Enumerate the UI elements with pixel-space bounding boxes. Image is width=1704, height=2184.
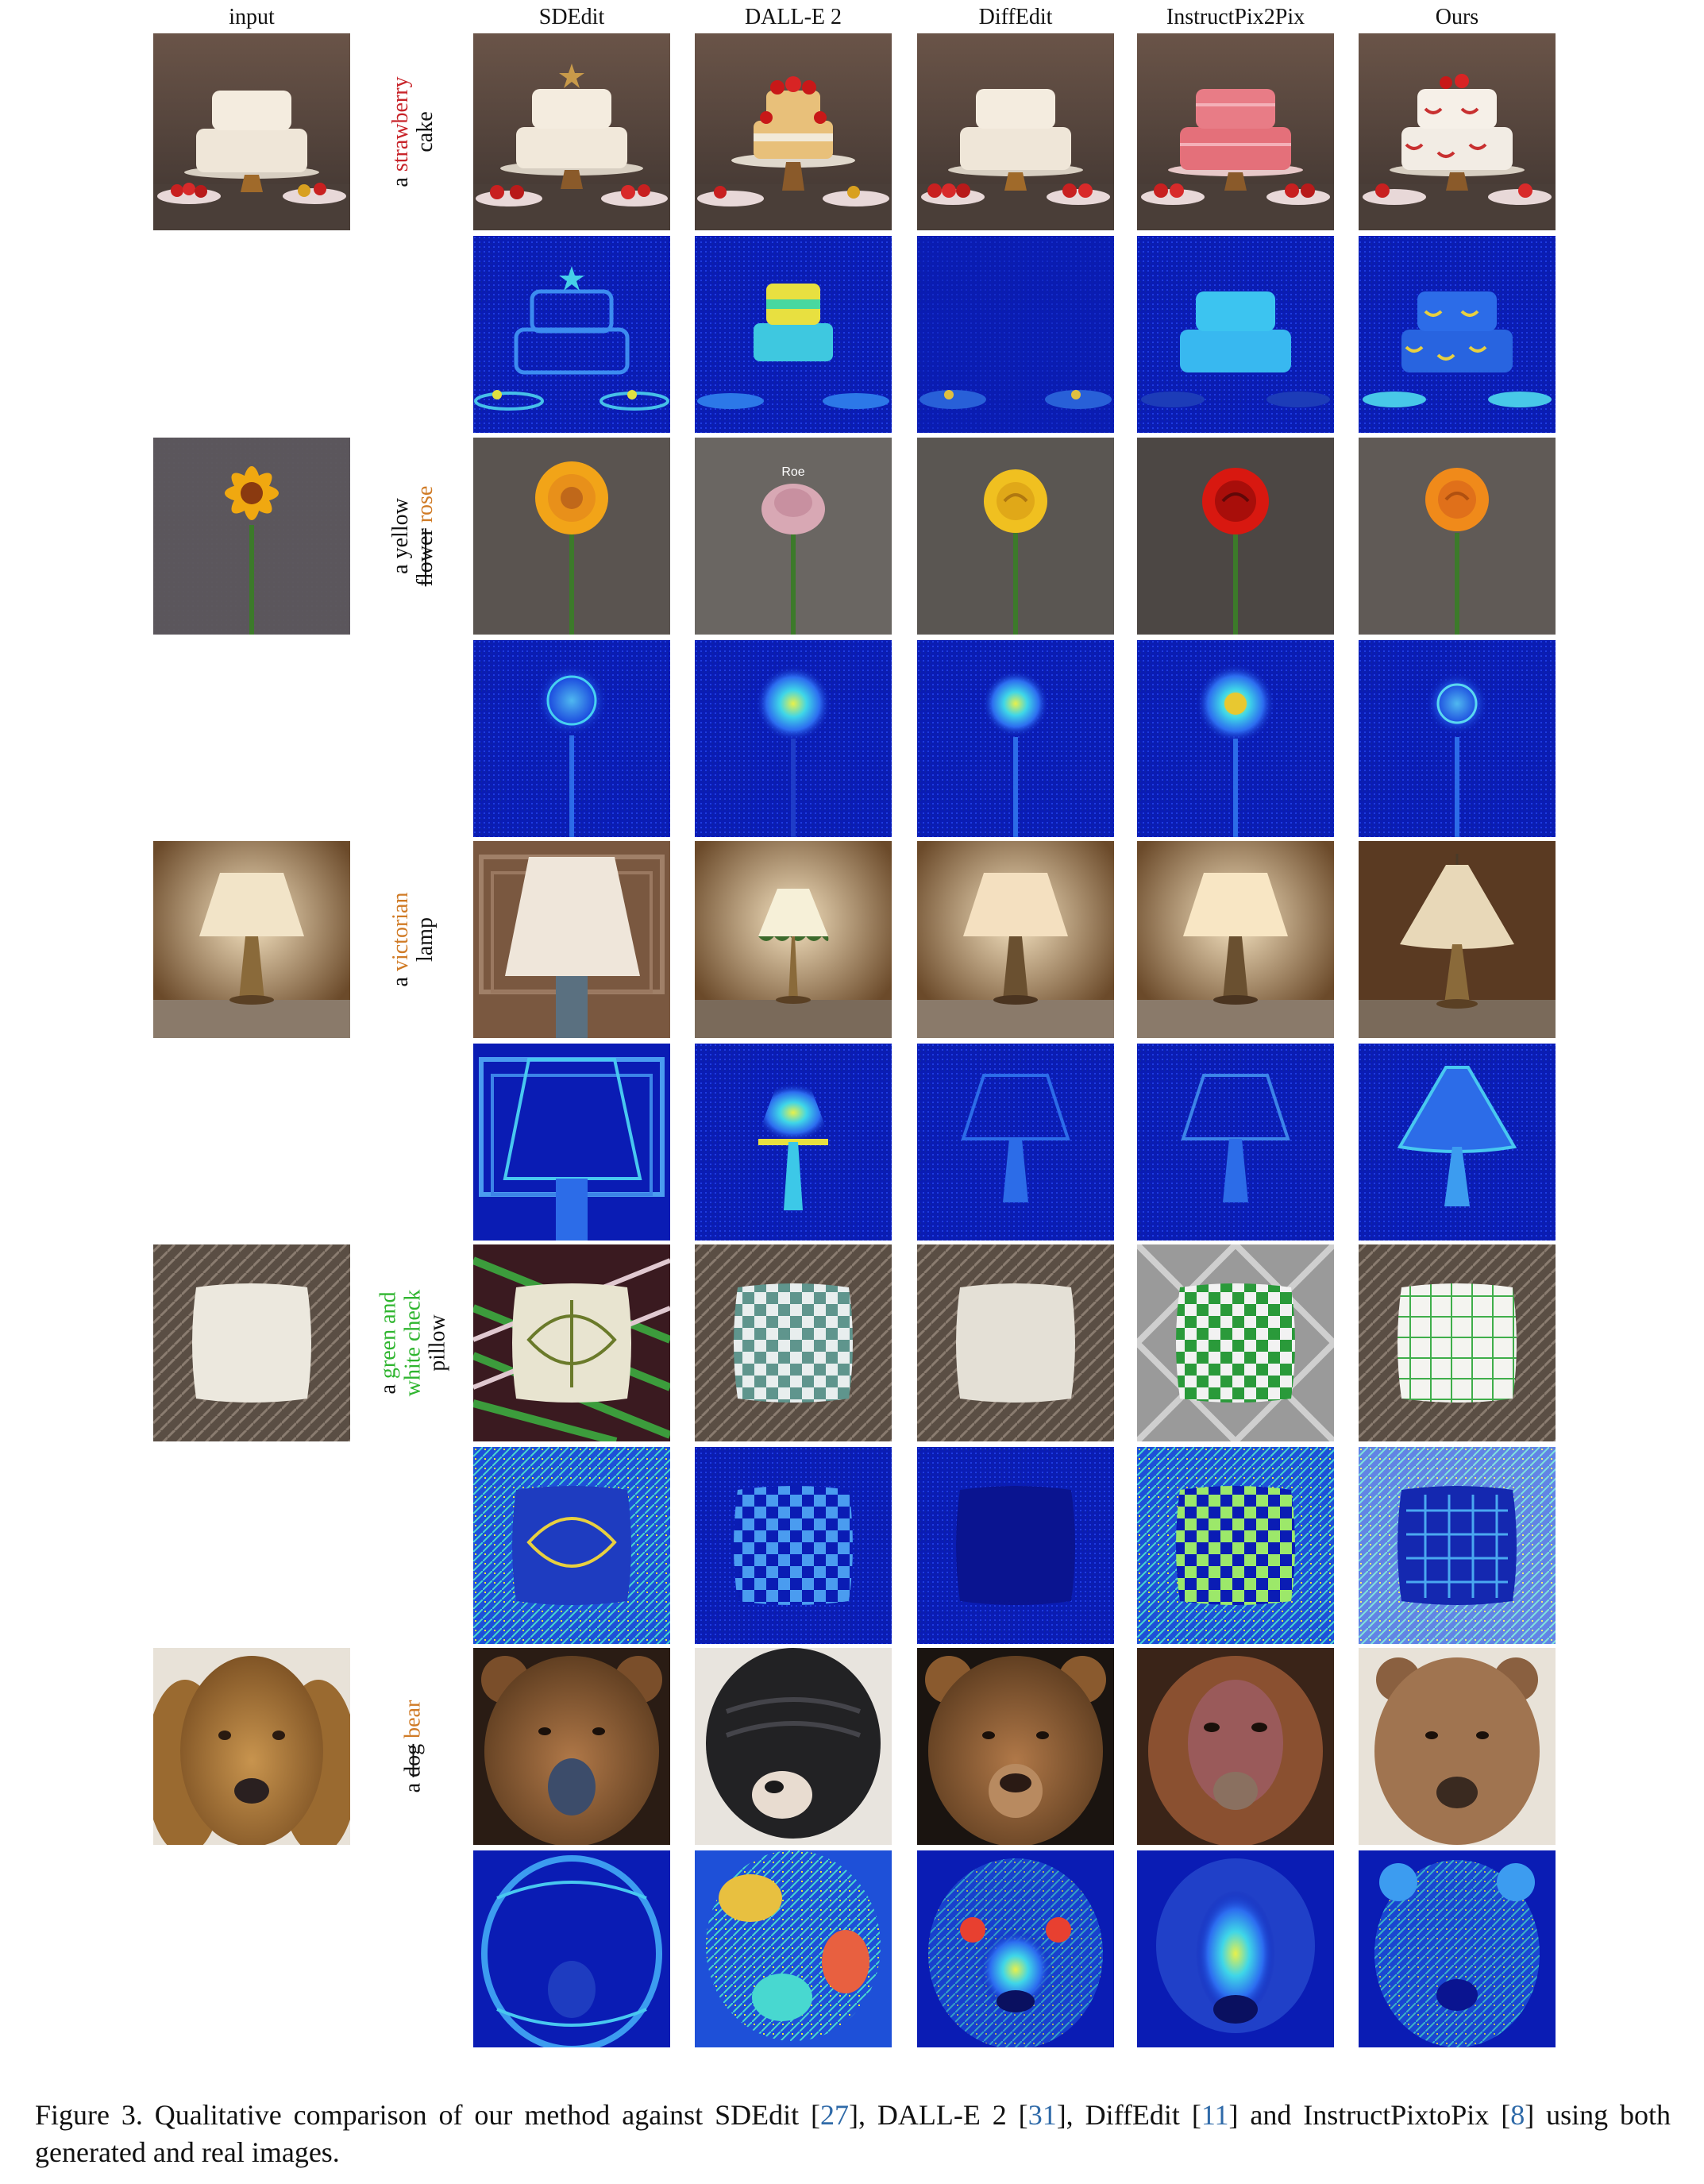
image-flower-diffedit (917, 438, 1114, 635)
image-bear-dalle2 (695, 1648, 892, 1845)
column-header-input: input (229, 5, 275, 29)
dalle-rose-text: Roe (781, 465, 804, 479)
heatmap-lamp-sdedit (473, 1044, 670, 1241)
image-flower-instructpix2pix (1137, 438, 1334, 635)
column-header-sdedit: SDEdit (538, 5, 605, 29)
image-lamp-input (153, 841, 350, 1038)
heatmap-pillow-diffedit (917, 1447, 1114, 1644)
heatmap-lamp-instructpix2pix (1137, 1044, 1334, 1241)
column-header-dalle2: DALL-E 2 (744, 5, 842, 29)
citation-link[interactable]: 8 (1510, 2099, 1525, 2131)
prompt-label-lamp: a victorian lamp (388, 892, 438, 987)
heatmap-bear-diffedit (917, 1850, 1114, 2047)
image-bear-instructpix2pix (1137, 1648, 1334, 1845)
figure-caption: Figure 3. Qualitative comparison of our … (35, 2099, 1671, 2168)
heatmap-flower-sdedit (473, 640, 670, 837)
image-bear-diffedit (917, 1648, 1114, 1845)
prompt-label-pillow: a green and white check pillow (376, 1289, 450, 1397)
image-cake-instructpix2pix (1137, 33, 1334, 230)
column-header-ours: Ours (1435, 5, 1479, 29)
image-cake-dalle2 (695, 33, 892, 230)
heatmap-flower-instructpix2pix (1137, 640, 1334, 837)
image-pillow-diffedit (917, 1244, 1114, 1441)
citation-link[interactable]: 11 (1201, 2099, 1229, 2131)
heatmap-bear-dalle2 (695, 1850, 892, 2047)
image-pillow-sdedit (473, 1244, 670, 1441)
image-lamp-sdedit (473, 841, 670, 1038)
heatmap-cake-sdedit (473, 236, 670, 433)
column-header-instructpix2pix: InstructPix2Pix (1166, 5, 1305, 29)
heatmap-cake-diffedit (917, 236, 1114, 433)
image-pillow-input (153, 1244, 350, 1441)
prompt-label-cake: a strawberry cake (388, 76, 438, 187)
citation-link[interactable]: 31 (1027, 2099, 1057, 2131)
heatmap-cake-ours (1359, 236, 1556, 433)
citation-link[interactable]: 27 (820, 2099, 850, 2131)
image-dog-input (153, 1648, 350, 1845)
heatmap-cake-dalle2 (695, 236, 892, 433)
heatmap-lamp-dalle2 (695, 1044, 892, 1241)
image-lamp-instructpix2pix (1137, 841, 1334, 1038)
image-pillow-dalle2 (695, 1244, 892, 1441)
image-flower-input (153, 438, 350, 635)
image-flower-ours (1359, 438, 1556, 635)
heatmap-lamp-ours (1359, 1044, 1556, 1241)
heatmap-flower-ours (1359, 640, 1556, 837)
heatmap-bear-ours (1359, 1850, 1556, 2047)
image-lamp-dalle2 (695, 841, 892, 1038)
heatmap-bear-sdedit (473, 1850, 670, 2047)
image-pillow-ours (1359, 1244, 1556, 1441)
heatmap-flower-dalle2 (695, 640, 892, 837)
image-cake-ours (1359, 33, 1556, 230)
image-cake-input (153, 33, 350, 230)
image-flower-sdedit (473, 438, 670, 635)
prompt-label-bear: a dog bear (400, 1700, 426, 1793)
prompt-label-rose: a yellow flower rose (388, 485, 438, 587)
heatmap-cake-instructpix2pix (1137, 236, 1334, 433)
heatmap-pillow-dalle2 (695, 1447, 892, 1644)
image-lamp-diffedit (917, 841, 1114, 1038)
heatmap-pillow-sdedit (473, 1447, 670, 1644)
heatmap-pillow-ours (1359, 1447, 1556, 1644)
column-header-diffedit: DiffEdit (978, 5, 1053, 29)
image-bear-ours (1359, 1648, 1556, 1845)
image-bear-sdedit (473, 1648, 670, 1845)
image-flower-dalle2: Roe (695, 438, 892, 635)
image-cake-sdedit (473, 33, 670, 230)
heatmap-bear-instructpix2pix (1137, 1850, 1334, 2047)
heatmap-flower-diffedit (917, 640, 1114, 837)
heatmap-pillow-instructpix2pix (1137, 1447, 1334, 1644)
image-pillow-instructpix2pix (1137, 1244, 1334, 1441)
heatmap-lamp-diffedit (917, 1044, 1114, 1241)
image-lamp-ours (1359, 841, 1556, 1038)
image-cake-diffedit (917, 33, 1114, 230)
